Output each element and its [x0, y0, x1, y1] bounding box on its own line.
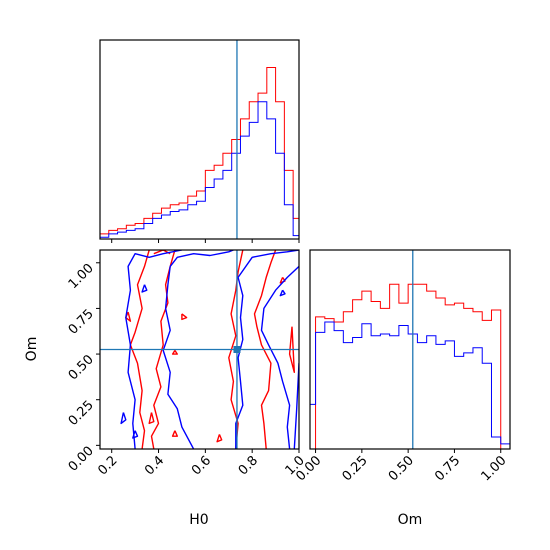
joint-x-tick-label: 0.6	[189, 453, 214, 478]
joint-x-tick-label: 0.8	[236, 453, 261, 478]
contour-blue-line	[121, 413, 126, 424]
contour-blue-line	[294, 363, 299, 449]
contour-red-line	[173, 431, 178, 437]
contour-red-line	[217, 434, 222, 441]
joint-truth-marker	[233, 346, 240, 353]
joint-y-tick-label: 1.00	[66, 261, 97, 292]
joint-y-tick-label: 0.25	[66, 398, 97, 429]
om-hist-red-step-line	[310, 284, 510, 449]
om-hist-x-tick-label: 0.25	[340, 453, 371, 484]
h0-hist-frame	[100, 40, 299, 239]
contour-blue-line	[142, 285, 147, 292]
joint-y-tick-label: 0.75	[66, 307, 97, 338]
contour-red-line	[182, 314, 187, 320]
h0-hist-blue-step-line	[100, 102, 299, 239]
om-hist-x-tick-label: 0.50	[386, 453, 417, 484]
joint-y-tick-label: 0.00	[66, 444, 97, 475]
joint-y-axis-label: Om	[24, 337, 40, 362]
joint-x-axis-label: H0	[189, 512, 208, 528]
contour-red-line	[173, 350, 178, 354]
contour-red-line	[149, 413, 154, 424]
h0-hist-red-step-line	[100, 67, 299, 239]
h0-histogram-panel	[100, 40, 299, 243]
h0-om-contour-panel: 0.2 0.4 0.6 0.8 1.00.000.250.500.751.00	[66, 250, 308, 478]
om-hist-blue-step-line	[310, 322, 510, 449]
joint-y-tick-label: 0.50	[66, 352, 97, 383]
om-histogram-panel: 0.00 0.25 0.50 0.75 1.00	[293, 250, 510, 484]
om-hist-x-tick-label: 0.75	[432, 453, 463, 484]
joint-x-tick-label: 0.4	[142, 453, 167, 478]
om-hist-x-tick-label: 1.00	[478, 453, 509, 484]
om-hist-frame	[310, 250, 510, 449]
contour-blue-line	[280, 290, 285, 295]
joint-x-tick-label: 0.2	[95, 453, 120, 478]
om-hist-x-axis-label: Om	[398, 512, 423, 528]
